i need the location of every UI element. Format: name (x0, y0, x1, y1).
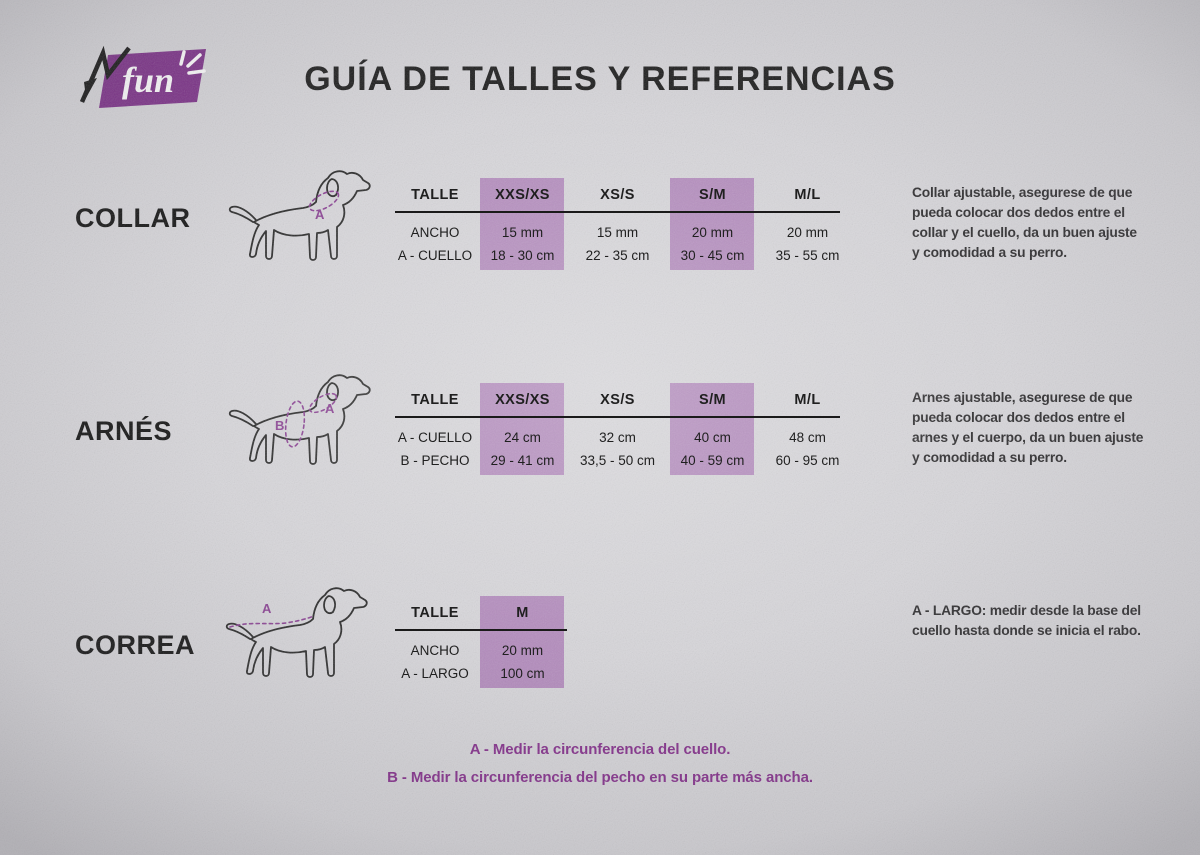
table-cell: 60 - 95 cm (775, 452, 840, 468)
row-label: A - LARGO (401, 665, 469, 681)
arnes-note: Arnes ajustable, asegurese de que pueda … (912, 390, 1144, 465)
footer-measure-note-b: B - Medir la circunferencia del pecho en… (387, 769, 813, 786)
table-cell: 32 cm (599, 429, 636, 445)
measure-letter-b: B (275, 418, 284, 433)
table-cell: 20 mm (786, 224, 829, 240)
col-header: TALLE (411, 604, 459, 621)
table-header-row: TALLE XXS/XS XS/S S/M M/L (395, 383, 865, 416)
arnes-chest-measure-dash (284, 400, 306, 448)
col-header: S/M (699, 186, 726, 203)
correa-size-table: TALLE M ANCHO 20 mm A - LARGO 100 cm (395, 596, 595, 688)
table-header-row: TALLE XXS/XS XS/S S/M M/L (395, 178, 865, 211)
col-header: M/L (794, 391, 821, 408)
table-cell: 15 mm (501, 224, 544, 240)
measure-letter-a: A (315, 207, 325, 222)
col-header: XS/S (600, 391, 635, 408)
table-cell: 15 mm (596, 224, 639, 240)
row-label: A - CUELLO (397, 429, 473, 445)
table-cell: 22 - 35 cm (585, 247, 650, 263)
table-row: ANCHO 15 mm 15 mm 20 mm 20 mm (395, 221, 865, 244)
col-header: XXS/XS (495, 186, 550, 203)
col-header: XXS/XS (495, 391, 550, 408)
arnes-dog-diagram: A B (223, 368, 378, 499)
dog-ear (326, 178, 339, 198)
dog-outline-illustration: A B (228, 374, 371, 465)
col-header: S/M (699, 391, 726, 408)
table-cell: 100 cm (500, 665, 545, 681)
measure-letter-a: A (325, 401, 335, 416)
table-cell: 18 - 30 cm (490, 247, 555, 263)
measure-letter-a: A (262, 601, 272, 616)
table-cell: 33,5 - 50 cm (579, 452, 656, 468)
dog-tail (228, 409, 257, 427)
correa-note: A - LARGO: medir desde la base del cuell… (912, 603, 1141, 638)
table-row: A - LARGO 100 cm (395, 662, 595, 685)
dog-outline-illustration: A (228, 170, 371, 261)
table-rule (395, 629, 567, 631)
table-cell: 29 - 41 cm (490, 452, 555, 468)
table-row: ANCHO 20 mm (395, 639, 595, 662)
dog-tail (228, 205, 257, 223)
table-rule (395, 211, 840, 213)
table-rule (395, 416, 840, 418)
table-row: A - CUELLO 18 - 30 cm 22 - 35 cm 30 - 45… (395, 244, 865, 267)
table-header-row: TALLE M (395, 596, 595, 629)
table-cell: 30 - 45 cm (680, 247, 745, 263)
table-cell: 24 cm (504, 429, 541, 445)
dog-body (249, 170, 371, 261)
table-cell: 48 cm (789, 429, 826, 445)
col-header: TALLE (411, 391, 459, 408)
row-label: A - CUELLO (397, 247, 473, 263)
table-cell: 40 cm (694, 429, 731, 445)
arnes-size-table: TALLE XXS/XS XS/S S/M M/L A - CUELLO 24 … (395, 383, 865, 475)
footer-measure-note-a: A - Medir la circunferencia del cuello. (469, 741, 731, 758)
col-header: M (516, 604, 529, 621)
col-header: M/L (794, 186, 821, 203)
table-cell: 35 - 55 cm (775, 247, 840, 263)
table-row: B - PECHO 29 - 41 cm 33,5 - 50 cm 40 - 5… (395, 449, 865, 472)
page-title: GUÍA DE TALLES Y REFERENCIAS (304, 60, 896, 98)
section-label-arnes: ARNÉS (75, 416, 173, 446)
dog-outline-illustration: A (225, 587, 368, 678)
table-cell: 20 mm (501, 642, 544, 658)
section-label-collar: COLLAR (75, 203, 191, 233)
col-header: XS/S (600, 186, 635, 203)
table-row: A - CUELLO 24 cm 32 cm 40 cm 48 cm (395, 426, 865, 449)
col-header: TALLE (411, 186, 459, 203)
table-cell: 40 - 59 cm (680, 452, 745, 468)
collar-dog-diagram: A (223, 164, 378, 295)
section-label-correa: CORREA (75, 630, 196, 660)
dog-ear (323, 595, 336, 615)
dog-body (249, 374, 371, 465)
correa-dog-diagram: A (220, 581, 375, 712)
table-cell: 20 mm (691, 224, 734, 240)
row-label: ANCHO (410, 224, 460, 240)
collar-size-table: TALLE XXS/XS XS/S S/M M/L ANCHO 15 mm 15… (395, 178, 865, 270)
row-label: B - PECHO (400, 452, 470, 468)
dog-tail (225, 622, 254, 640)
collar-note: Collar ajustable, asegurese de que pueda… (912, 185, 1137, 260)
row-label: ANCHO (410, 642, 460, 658)
